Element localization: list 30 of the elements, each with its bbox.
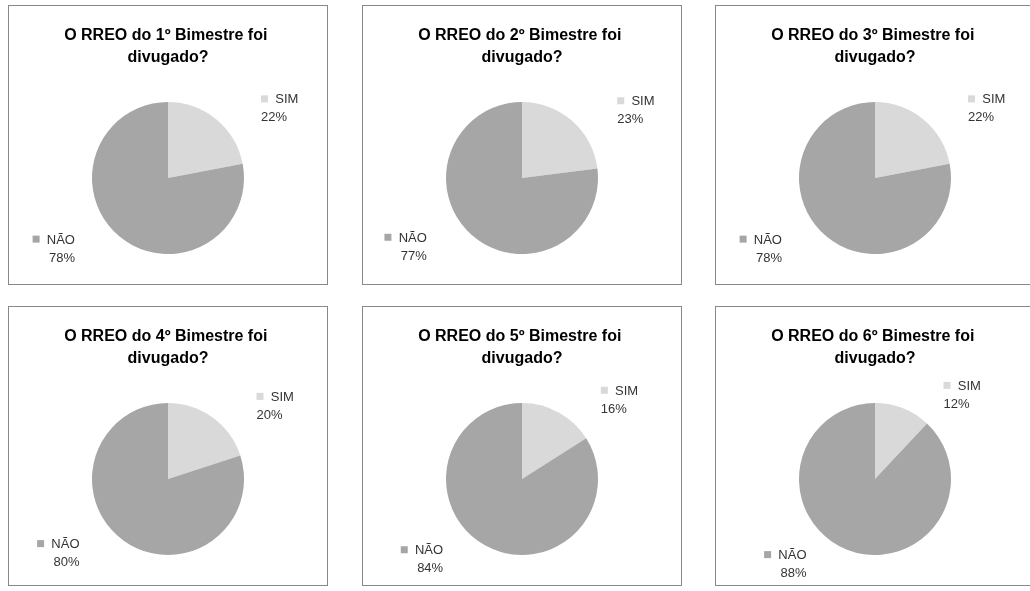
data-label: 78% (48, 249, 76, 265)
legend-label: NÃO (771, 547, 807, 563)
data-label: 12% (943, 395, 970, 411)
data-label: 77% (400, 247, 428, 263)
data-label: 84% (417, 560, 444, 576)
legend-label: SIM (268, 91, 299, 107)
legend-label: NÃO (746, 231, 782, 247)
data-label: 80% (53, 554, 80, 570)
legend-label: SIM (975, 91, 1006, 107)
legend-label: SIM (624, 93, 655, 109)
data-label: 23% (617, 111, 644, 127)
text: O RREO do 1º Bimestre foi divugado? (64, 25, 272, 65)
legend-label: SIM (607, 382, 639, 398)
data-label: 22% (968, 109, 995, 125)
data-label: 22% (261, 109, 288, 125)
text: O RREO do 3º Bimestre foi divugado? (771, 25, 979, 65)
legend-label: NÃO (44, 536, 80, 552)
legend-label: SIM (263, 388, 294, 404)
text: O RREO do 6º Bimestre foi divugado? (771, 326, 979, 366)
data-label: 16% (600, 400, 628, 416)
text: O RREO do 4º Bimestre foi divugado? (64, 326, 272, 366)
text: O RREO do 5º Bimestre foi divugado? (418, 326, 626, 366)
legend-label: SIM (950, 377, 981, 393)
data-label: 88% (780, 565, 807, 581)
text: O RREO do 2º Bimestre foi divugado? (418, 25, 626, 65)
legend-label: NÃO (407, 542, 444, 558)
data-label: 20% (256, 406, 283, 422)
legend-label: NÃO (391, 229, 427, 245)
data-label: 78% (755, 249, 783, 265)
legend-label: NÃO (39, 231, 75, 247)
